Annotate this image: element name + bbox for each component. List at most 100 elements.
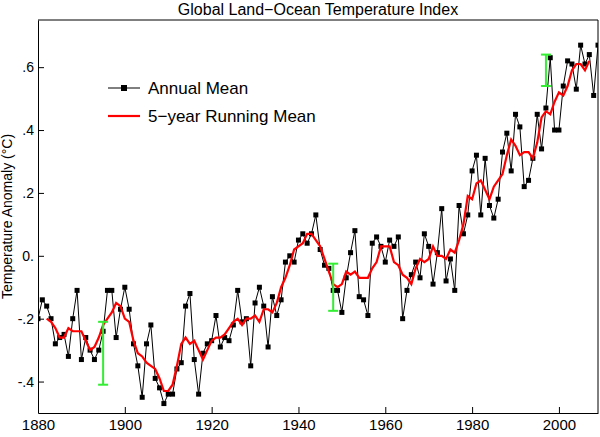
series-marker	[357, 294, 362, 299]
y-axis-line	[38, 21, 39, 414]
series-marker	[75, 288, 80, 293]
error-bar-stem	[545, 55, 547, 86]
y-tick-mark	[38, 382, 44, 383]
series-marker	[148, 322, 153, 327]
x-tick-label: 1920	[195, 416, 228, 433]
series-marker	[313, 212, 318, 217]
series-marker	[53, 341, 58, 346]
series-marker	[339, 310, 344, 315]
y-tick: .2	[22, 185, 44, 201]
series-marker	[300, 231, 305, 236]
series-marker	[348, 250, 353, 255]
y-tick: -.2	[18, 311, 44, 327]
series-marker	[500, 150, 505, 155]
legend-swatch-marker	[121, 85, 127, 91]
chart-container: 1880190019201940196019802000-.4-.20..2.4…	[0, 0, 600, 437]
series-marker	[496, 197, 501, 202]
y-tick-label: -.4	[18, 374, 35, 390]
series-marker	[470, 168, 475, 173]
series-marker	[135, 363, 140, 368]
series-marker	[292, 260, 297, 265]
series-marker	[261, 304, 266, 309]
error-bar-stem	[332, 264, 334, 311]
series-marker	[192, 357, 197, 362]
series-marker	[535, 112, 540, 117]
series-marker	[478, 212, 483, 217]
legend-label: Annual Mean	[148, 79, 248, 98]
series-marker	[305, 241, 310, 246]
x-tick-mark	[385, 407, 386, 413]
series-marker	[569, 62, 574, 67]
y-tick-label: -.2	[18, 311, 35, 327]
series-marker	[248, 363, 253, 368]
error-bar-cap-top	[328, 263, 338, 265]
series-marker	[383, 260, 388, 265]
series-marker	[539, 146, 544, 151]
series-marker	[361, 297, 366, 302]
series-marker	[92, 357, 97, 362]
series-marker	[144, 341, 149, 346]
series-marker	[444, 278, 449, 283]
series-marker	[404, 288, 409, 293]
series-marker	[374, 234, 379, 239]
series-marker	[257, 285, 262, 290]
series-marker	[227, 338, 232, 343]
series-marker	[196, 392, 201, 397]
legend-item: 5−year Running Mean	[108, 107, 316, 126]
series-marker	[279, 297, 284, 302]
series-marker	[448, 256, 453, 261]
series-marker	[153, 376, 158, 381]
series-marker	[391, 244, 396, 249]
x-tick-label: 2000	[543, 416, 576, 433]
error-bar-cap-bottom	[98, 384, 108, 386]
y-tick-label: .6	[22, 59, 34, 75]
series-marker	[587, 52, 592, 57]
x-tick-mark	[298, 407, 299, 413]
series-marker	[79, 357, 84, 362]
y-tick-mark	[38, 193, 44, 194]
series-marker	[452, 288, 457, 293]
series-marker	[127, 307, 132, 312]
series-marker	[513, 112, 518, 117]
series-marker	[283, 260, 288, 265]
series-marker	[274, 313, 279, 318]
series-marker	[44, 304, 49, 309]
series-marker	[114, 335, 119, 340]
x-tick: 1940	[282, 407, 315, 433]
series-marker	[70, 316, 75, 321]
series-marker	[105, 288, 110, 293]
series-marker	[522, 184, 527, 189]
series-marker	[365, 313, 370, 318]
y-tick: 0.	[22, 248, 44, 264]
series-marker	[504, 131, 509, 136]
series-marker	[426, 244, 431, 249]
series-marker	[170, 392, 175, 397]
series-marker	[487, 203, 492, 208]
series-marker	[574, 87, 579, 92]
series-marker	[218, 344, 223, 349]
series-marker	[483, 156, 488, 161]
series-line	[47, 61, 590, 391]
series-marker	[387, 238, 392, 243]
y-tick-label: .4	[22, 122, 34, 138]
series-marker	[517, 124, 522, 129]
series-marker	[561, 84, 566, 89]
x-tick-mark	[212, 407, 213, 413]
x-tick-label: 1940	[282, 416, 315, 433]
series-marker	[396, 234, 401, 239]
error-bar	[541, 55, 551, 86]
series-marker	[270, 294, 275, 299]
series-marker	[439, 206, 444, 211]
x-tick-mark	[125, 407, 126, 413]
error-bar	[328, 264, 338, 311]
x-tick-label: 1900	[109, 416, 142, 433]
x-tick-mark	[559, 407, 560, 413]
series-marker	[418, 275, 423, 280]
series-marker	[400, 316, 405, 321]
series-marker	[161, 401, 166, 406]
series-marker	[109, 288, 114, 293]
series-marker	[591, 93, 596, 98]
y-tick-mark	[38, 256, 44, 257]
series-marker	[253, 300, 258, 305]
series-marker	[183, 304, 188, 309]
